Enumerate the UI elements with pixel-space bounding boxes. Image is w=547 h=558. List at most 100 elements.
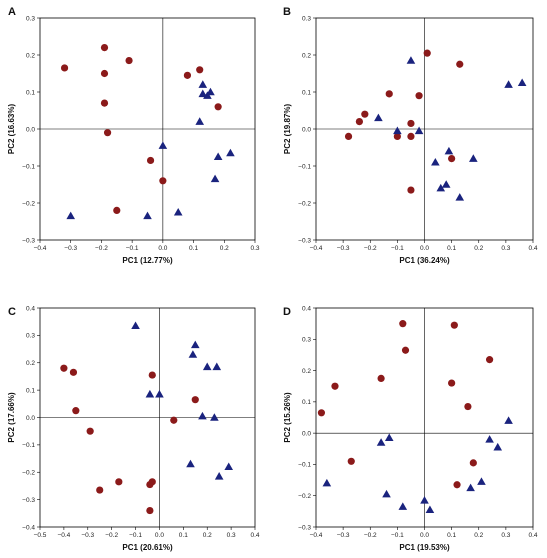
data-point-circle: [423, 49, 431, 57]
x-tick-label: 0.4: [528, 532, 537, 539]
y-tick-label: 0.3: [26, 333, 35, 340]
data-point-triangle: [382, 489, 391, 498]
data-point-triangle: [173, 207, 183, 216]
data-point-circle: [86, 427, 94, 435]
x-tick-label: −0.5: [34, 532, 47, 539]
y-tick-label: 0.0: [26, 415, 35, 422]
data-point-triangle: [202, 362, 212, 371]
data-point-circle: [170, 416, 178, 424]
data-point-circle: [100, 69, 109, 78]
x-tick-label: −0.4: [57, 532, 70, 539]
x-axis-label: PC1 (19.53%): [399, 543, 450, 552]
data-point-circle: [407, 119, 415, 128]
x-tick-label: 0.2: [220, 245, 229, 252]
data-point-circle: [148, 478, 156, 486]
y-tick-label: −0.2: [298, 493, 311, 500]
y-tick-label: 0.0: [302, 430, 311, 437]
data-point-circle: [453, 481, 461, 489]
data-point-circle: [415, 92, 423, 100]
y-tick-label: −0.3: [22, 237, 35, 244]
data-point-circle: [183, 71, 192, 79]
data-point-circle: [196, 66, 204, 74]
data-point-circle: [96, 486, 104, 494]
data-point-circle: [450, 321, 458, 329]
data-point-triangle: [188, 350, 198, 358]
y-tick-label: 0.1: [26, 89, 35, 96]
data-point-triangle: [195, 117, 205, 125]
x-tick-label: 0.1: [189, 245, 198, 252]
panel-b: B−0.4 −0.3 −0.2 −0.1 0.0 0.1 0.2 0.3 0.4−0.3−0.2…: [283, 6, 538, 265]
data-point-triangle: [384, 433, 394, 442]
x-tick-label: 0.3: [250, 245, 259, 252]
data-point-triangle: [414, 126, 424, 135]
data-point-circle: [100, 44, 109, 52]
data-point-triangle: [198, 411, 207, 420]
y-tick-label: −0.2: [22, 200, 35, 207]
data-point-circle: [146, 156, 155, 165]
x-tick-label: 0.0: [155, 532, 164, 539]
data-point-triangle: [66, 211, 76, 220]
data-point-triangle: [226, 148, 235, 157]
data-point-circle: [344, 132, 353, 140]
y-tick-label: 0.0: [26, 126, 35, 133]
y-axis-label: PC2 (19.87%): [283, 104, 292, 155]
data-point-triangle: [444, 146, 454, 155]
data-point-triangle: [485, 435, 494, 443]
data-point-circle: [407, 186, 415, 194]
y-tick-label: −0.2: [22, 470, 35, 477]
x-tick-label: 0.4: [250, 532, 259, 539]
data-point-triangle: [212, 362, 222, 371]
x-tick-label: −0.3: [81, 532, 94, 539]
data-point-triangle: [504, 416, 513, 424]
y-tick-label: 0.2: [302, 52, 311, 59]
x-tick-label: 0.1: [179, 532, 188, 539]
data-point-circle: [72, 407, 80, 415]
x-tick-label: 0.2: [474, 532, 483, 539]
data-point-triangle: [198, 80, 208, 88]
data-point-triangle: [455, 193, 465, 201]
data-point-triangle: [420, 496, 429, 504]
data-point-circle: [361, 110, 369, 118]
data-point-circle: [115, 478, 123, 486]
x-tick-label: −0.2: [95, 245, 108, 252]
panel-letter: D: [283, 306, 291, 318]
y-tick-label: 0.2: [26, 360, 35, 367]
data-point-triangle: [477, 477, 486, 485]
data-point-circle: [148, 371, 156, 379]
panel-letter: B: [283, 6, 291, 18]
y-tick-label: 0.1: [302, 399, 311, 406]
data-point-triangle: [466, 483, 475, 492]
data-point-circle: [159, 177, 167, 185]
data-point-triangle: [145, 389, 155, 398]
y-tick-label: −0.1: [22, 163, 35, 170]
data-point-circle: [113, 206, 121, 214]
x-tick-label: −0.1: [391, 532, 404, 539]
data-point-triangle: [376, 438, 386, 446]
x-tick-label: 0.0: [420, 245, 429, 252]
data-point-circle: [347, 457, 355, 465]
data-point-triangle: [206, 87, 215, 96]
y-tick-label: −0.3: [298, 237, 311, 244]
data-point-circle: [69, 368, 78, 376]
panel-letter: A: [8, 6, 16, 18]
data-point-circle: [448, 379, 456, 387]
x-tick-label: 0.4: [528, 245, 537, 252]
data-point-triangle: [131, 321, 140, 330]
data-point-circle: [103, 129, 112, 137]
panel-c: C−0.5 −0.4 −0.3 −0.2 −0.1 0.0 0.1 0.2 0.3 0.4−0.4…: [7, 305, 260, 552]
data-point-circle: [385, 90, 393, 98]
data-point-circle: [355, 118, 363, 126]
data-point-triangle: [374, 113, 383, 122]
data-point-triangle: [198, 89, 208, 98]
x-tick-label: 0.2: [474, 245, 483, 252]
x-tick-label: −0.4: [310, 245, 323, 252]
x-axis-label: PC1 (36.24%): [399, 256, 450, 265]
x-tick-label: −0.4: [310, 532, 323, 539]
data-point-triangle: [143, 211, 152, 220]
x-tick-label: −0.3: [337, 245, 350, 252]
y-tick-label: −0.3: [22, 497, 35, 504]
data-point-circle: [399, 320, 407, 328]
x-tick-label: −0.2: [364, 245, 377, 252]
y-axis-label: PC2 (15.26%): [283, 392, 292, 443]
data-point-circle: [486, 356, 494, 364]
